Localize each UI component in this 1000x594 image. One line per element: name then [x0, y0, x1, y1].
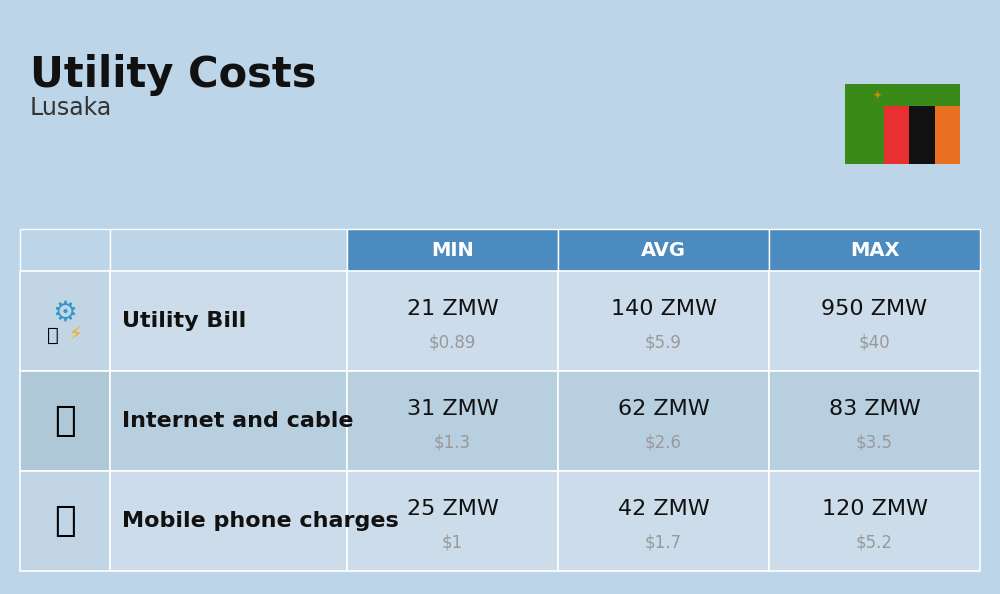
- Text: 📡: 📡: [54, 404, 76, 438]
- Bar: [347, 371, 558, 471]
- Bar: [347, 471, 558, 571]
- Text: $40: $40: [859, 334, 890, 352]
- Text: $0.89: $0.89: [429, 334, 476, 352]
- Bar: [20, 371, 110, 471]
- Bar: [558, 271, 769, 371]
- Bar: [845, 84, 960, 164]
- Text: $5.2: $5.2: [856, 534, 893, 552]
- Text: ⚡: ⚡: [68, 326, 82, 345]
- Text: 🔌: 🔌: [47, 326, 59, 345]
- Bar: [558, 229, 769, 271]
- Text: 42 ZMW: 42 ZMW: [618, 499, 709, 519]
- Bar: [347, 229, 558, 271]
- Text: MIN: MIN: [431, 241, 474, 260]
- Text: $5.9: $5.9: [645, 334, 682, 352]
- Text: 62 ZMW: 62 ZMW: [618, 399, 709, 419]
- Bar: [769, 371, 980, 471]
- Text: ⚙: ⚙: [52, 299, 77, 327]
- Bar: [769, 471, 980, 571]
- Bar: [20, 271, 110, 371]
- Bar: [20, 471, 110, 571]
- Text: 25 ZMW: 25 ZMW: [407, 499, 498, 519]
- Text: Utility Bill: Utility Bill: [122, 311, 246, 331]
- Text: 83 ZMW: 83 ZMW: [829, 399, 920, 419]
- Bar: [769, 229, 980, 271]
- Bar: [909, 106, 935, 164]
- Bar: [110, 271, 347, 371]
- Bar: [558, 371, 769, 471]
- Text: 21 ZMW: 21 ZMW: [407, 299, 498, 319]
- Text: Internet and cable: Internet and cable: [122, 411, 353, 431]
- Text: $1.3: $1.3: [434, 434, 471, 452]
- Text: 31 ZMW: 31 ZMW: [407, 399, 498, 419]
- Text: AVG: AVG: [641, 241, 686, 260]
- Text: 📱: 📱: [54, 504, 76, 538]
- Text: Lusaka: Lusaka: [30, 96, 112, 120]
- Text: $1.7: $1.7: [645, 534, 682, 552]
- Bar: [20, 229, 110, 271]
- Text: Mobile phone charges: Mobile phone charges: [122, 511, 398, 531]
- Text: $1: $1: [442, 534, 463, 552]
- Bar: [935, 106, 960, 164]
- Text: ✦: ✦: [873, 90, 882, 100]
- Bar: [558, 471, 769, 571]
- Text: 140 ZMW: 140 ZMW: [611, 299, 717, 319]
- Text: MAX: MAX: [850, 241, 899, 260]
- Bar: [769, 271, 980, 371]
- Bar: [110, 471, 347, 571]
- Text: Utility Costs: Utility Costs: [30, 54, 316, 96]
- Bar: [110, 371, 347, 471]
- Text: 120 ZMW: 120 ZMW: [822, 499, 928, 519]
- Bar: [347, 271, 558, 371]
- Bar: [884, 106, 909, 164]
- Text: 950 ZMW: 950 ZMW: [821, 299, 928, 319]
- Bar: [110, 229, 347, 271]
- Text: $3.5: $3.5: [856, 434, 893, 452]
- Text: $2.6: $2.6: [645, 434, 682, 452]
